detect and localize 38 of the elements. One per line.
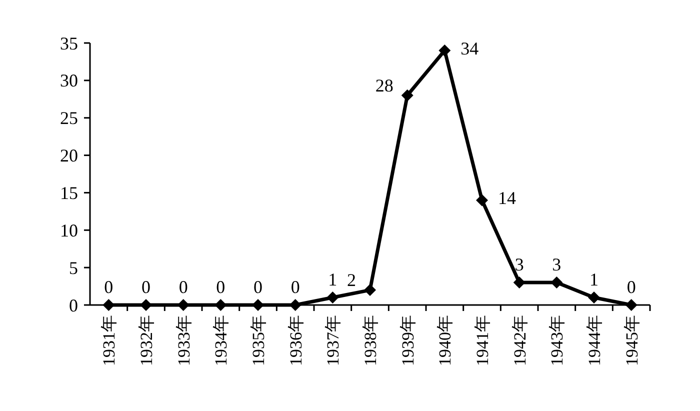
- data-label: 1: [590, 270, 598, 290]
- x-tick-label: 1942年: [510, 315, 530, 366]
- data-label: 3: [514, 254, 524, 275]
- y-tick-label: 10: [60, 220, 78, 240]
- data-label: 0: [254, 277, 262, 297]
- x-tick-label: 1944年: [584, 315, 604, 366]
- y-tick-label: 5: [69, 258, 78, 278]
- x-tick-label: 1940年: [436, 315, 455, 366]
- y-tick-label: 15: [60, 183, 78, 204]
- x-tick-label: 1939年: [398, 315, 418, 366]
- y-tick-label: 35: [60, 33, 78, 54]
- data-label: 28: [375, 75, 394, 96]
- y-tick-label: 0: [69, 295, 78, 316]
- data-label: 0: [216, 277, 226, 297]
- x-tick-label: 1936年: [286, 315, 306, 366]
- data-label: 0: [104, 277, 114, 297]
- x-tick-label: 1943年: [548, 315, 567, 366]
- x-tick-label: 1934年: [212, 315, 231, 366]
- x-tick-label: 1945年: [622, 315, 642, 366]
- x-tick-label: 1938年: [360, 315, 380, 366]
- data-label: 34: [460, 38, 479, 58]
- data-label: 0: [290, 277, 300, 297]
- data-label: 14: [498, 188, 516, 208]
- x-tick-label: 1941年: [472, 315, 492, 366]
- x-tick-label: 1937年: [324, 315, 343, 366]
- data-label: 0: [626, 277, 636, 297]
- data-label: 3: [552, 254, 562, 275]
- data-label: 1: [328, 270, 338, 290]
- y-tick-label: 20: [60, 146, 78, 166]
- y-tick-label: 30: [60, 70, 78, 91]
- y-tick-label: 25: [60, 108, 78, 128]
- data-label: 0: [178, 277, 188, 297]
- x-tick-label: 1932年: [136, 315, 156, 366]
- data-label: 0: [142, 277, 150, 297]
- x-tick-label: 1933年: [174, 315, 194, 366]
- x-tick-label: 1935年: [248, 315, 268, 366]
- x-tick-label: 1931年: [100, 315, 119, 366]
- data-label: 2: [347, 270, 356, 290]
